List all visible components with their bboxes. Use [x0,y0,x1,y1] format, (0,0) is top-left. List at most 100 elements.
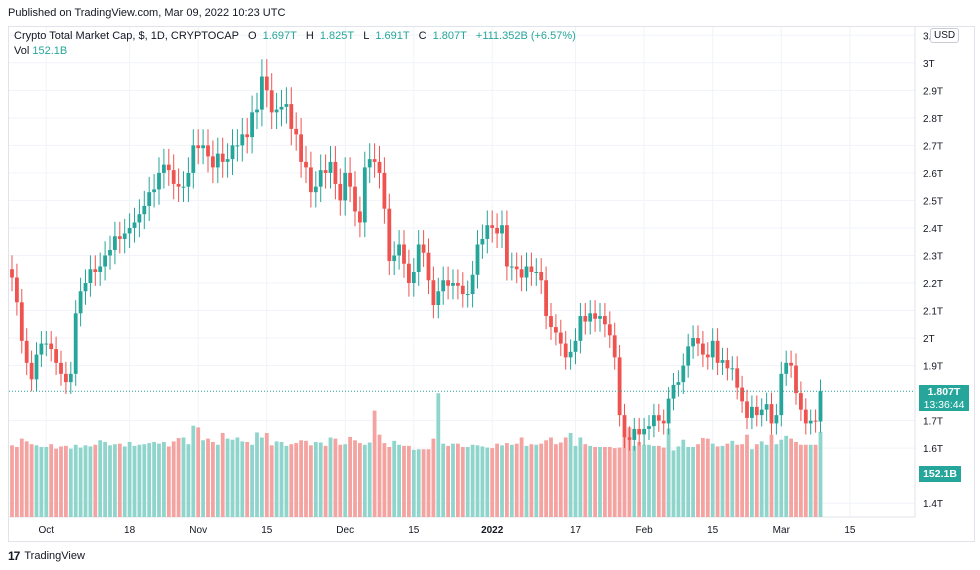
candle-body [338,183,343,201]
volume-bar [725,443,730,517]
candle-body [524,266,529,278]
volume-bar [372,410,377,517]
volume-bar [416,449,421,517]
volume-bar [799,444,803,517]
symbol-name[interactable]: Crypto Total Market Cap, $, 1D, CRYPTOCA… [14,30,239,42]
y-tick-label: 1.7T [923,417,943,428]
candle-body [127,227,132,234]
volume-bar [603,447,607,517]
volume-bar [661,447,666,517]
volume-bar [137,444,142,517]
volume-bar [162,441,166,517]
x-tick-label: 17 [570,525,582,536]
x-tick-label: Nov [189,525,207,536]
candle-body [794,365,798,394]
volume-bar [387,447,392,517]
tradingview-logo[interactable]: 17 TradingView [8,549,85,563]
candle-body [803,409,808,424]
volume-bar [181,437,186,517]
candle-body [176,183,181,187]
volume-bar [617,447,622,517]
candle-body [279,106,284,110]
y-tick-label: 2T [923,334,935,345]
volume-bar [593,447,597,517]
volume-bar [754,444,759,517]
candle-body [754,406,759,416]
volume-bar [176,438,181,517]
close-label: C [418,30,427,42]
volume-bar [691,447,695,517]
volume-bar [19,438,24,517]
volume-bar [534,444,539,517]
candle-body [779,373,784,416]
candle-body [642,428,646,435]
volume-bar [411,449,416,517]
candle-body [431,280,436,306]
volume-bar [681,439,686,517]
y-tick-label: 2.1T [923,307,943,318]
y-tick-label: 2.5T [923,196,943,207]
volume-bar [279,441,284,517]
volume-bar [230,439,235,517]
volume-bar [426,449,431,517]
candle-body [485,225,490,239]
candle-body [323,170,328,173]
candle-body [539,272,544,281]
candle-body [490,225,495,228]
volume-bar [328,437,333,517]
volume-bar [73,444,78,517]
candle-body [382,172,387,209]
candle-body [544,280,548,317]
volume-bar [88,446,93,517]
volume-bar [554,444,558,517]
tradingview-logo-icon: 17 [8,549,20,563]
volume-bar [358,443,362,517]
candle-body [808,420,813,424]
volume-bar [607,447,612,517]
volume-bar [299,440,303,517]
candle-body [622,415,627,438]
volume-bar [514,443,519,517]
volume-bar [117,443,122,517]
candle-body [598,316,602,319]
volume-bar [696,444,700,517]
candle-body [392,255,397,261]
candle-body [514,266,519,270]
candle-body [607,324,612,336]
candle-body [34,354,39,380]
volume-bar [127,441,132,517]
candle-body [456,283,460,286]
volume-bar [485,447,490,517]
volume-bar [269,445,274,517]
volume-legend: Vol 152.1B [14,45,67,57]
candle-body [230,145,235,160]
volume-bar [441,443,446,517]
candle-body [215,153,220,168]
y-tick-label: 2.9T [923,86,943,97]
volume-bar [103,441,107,517]
candle-body [451,283,455,286]
volume-bar [367,442,372,517]
candle-body [186,172,191,187]
volume-bar [191,425,196,517]
volume-bar [764,444,769,517]
candle-body [671,384,676,399]
volume-bar [710,443,715,517]
candle-body [245,134,250,138]
candle-body [181,186,186,188]
candle-body [509,266,514,268]
volume-bar [304,440,308,517]
volume-bar [578,437,583,517]
volume-bar [78,447,83,517]
candle-body [157,172,161,190]
y-tick-label: 2.8T [923,114,943,125]
candle-body [534,272,539,273]
x-tick-label: Oct [39,525,55,536]
volume-bar [642,444,646,517]
volume-bar [313,441,318,517]
x-tick-label: Feb [635,525,653,536]
currency-badge[interactable]: USD [930,28,960,43]
volume-bar [730,440,735,517]
x-tick-label: 15 [408,525,420,536]
